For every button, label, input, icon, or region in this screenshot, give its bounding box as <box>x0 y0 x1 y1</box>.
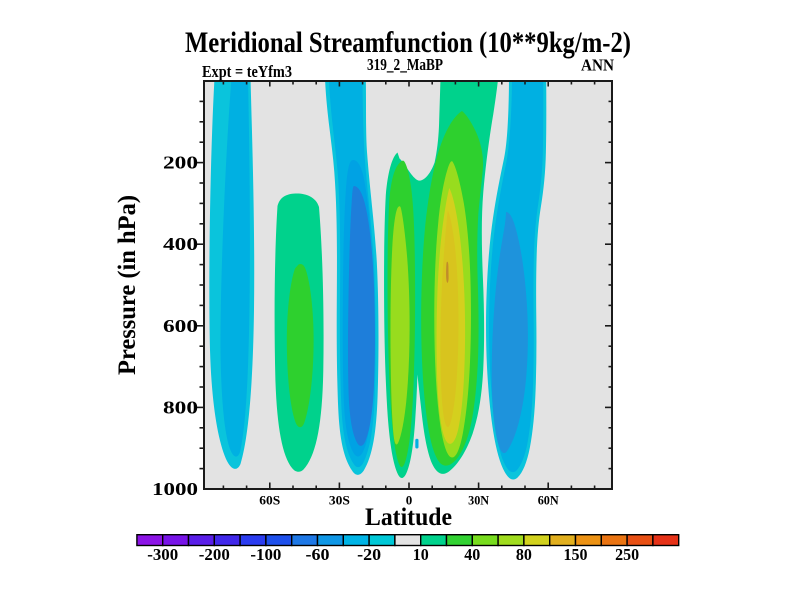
svg-text:150: 150 <box>564 545 588 564</box>
svg-text:1000: 1000 <box>152 479 198 499</box>
svg-text:0: 0 <box>406 493 413 508</box>
svg-text:40: 40 <box>464 545 480 564</box>
svg-text:-60: -60 <box>306 545 330 564</box>
svg-text:60N: 60N <box>538 493 560 508</box>
svg-text:-300: -300 <box>147 545 178 564</box>
svg-text:30S: 30S <box>329 493 350 508</box>
svg-text:Latitude: Latitude <box>365 504 452 531</box>
svg-text:600: 600 <box>163 316 198 336</box>
svg-text:10: 10 <box>413 545 429 564</box>
svg-text:200: 200 <box>163 153 198 173</box>
svg-text:250: 250 <box>615 545 639 564</box>
svg-text:Meridional Streamfunction (10*: Meridional Streamfunction (10**9kg/m-2) <box>185 26 631 59</box>
svg-text:30N: 30N <box>468 493 490 508</box>
svg-text:800: 800 <box>163 397 198 417</box>
svg-text:ANN: ANN <box>581 56 615 75</box>
svg-text:-20: -20 <box>357 545 381 564</box>
svg-text:60S: 60S <box>259 493 280 508</box>
svg-text:-100: -100 <box>250 545 281 564</box>
svg-text:Pressure (in hPa): Pressure (in hPa) <box>114 195 141 375</box>
svg-text:Expt = teYfm3: Expt = teYfm3 <box>202 62 292 81</box>
svg-text:80: 80 <box>516 545 532 564</box>
svg-text:319_2_MaBP: 319_2_MaBP <box>367 55 443 74</box>
svg-text:-200: -200 <box>199 545 230 564</box>
svg-text:400: 400 <box>163 234 198 254</box>
